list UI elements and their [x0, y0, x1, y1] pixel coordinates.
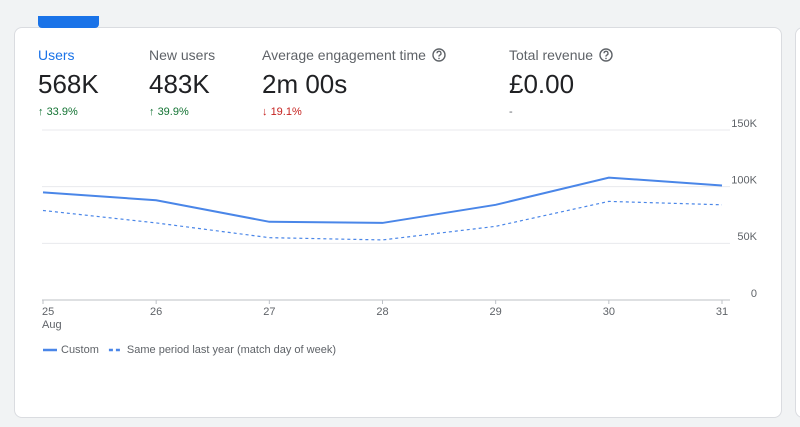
- metric-change: ↑ 33.9%: [38, 106, 99, 118]
- metric-change: -: [509, 106, 613, 118]
- change-arrow: ↑: [149, 106, 158, 118]
- metric-label: Average engagement time: [262, 46, 446, 64]
- x-tick-label: 25: [42, 306, 54, 318]
- x-tick-label: 27: [263, 306, 275, 318]
- y-tick-label: 150K: [731, 118, 757, 130]
- metric-value: 568K: [38, 69, 99, 99]
- change-value: 33.9%: [46, 106, 78, 118]
- metric[interactable]: New users 483K ↑ 39.9%: [149, 46, 215, 118]
- card: [14, 27, 782, 418]
- metric[interactable]: Average engagement time 2m 00s ↓ 19.1%: [262, 46, 446, 118]
- help-icon[interactable]: [432, 48, 446, 62]
- selected-tab: [38, 16, 99, 28]
- x-tick-label: 29: [490, 306, 502, 318]
- metric-label-text: Total revenue: [509, 47, 594, 63]
- metric-value: £0.00: [509, 69, 575, 99]
- metric-change: ↑ 39.9%: [149, 106, 215, 118]
- metric-label: New users: [149, 46, 215, 64]
- x-tick-label: 30: [603, 306, 615, 318]
- metric-value: 2m 00s: [262, 69, 348, 99]
- metric-label: Total revenue: [509, 46, 613, 64]
- x-tick-label: 26: [150, 306, 162, 318]
- change-arrow: ↓: [262, 106, 271, 118]
- legend-label[interactable]: Custom: [61, 344, 99, 356]
- change-value: -: [509, 106, 513, 118]
- x-month-label: Aug: [42, 319, 62, 331]
- change-value: 19.1%: [270, 106, 302, 118]
- series-line: [42, 200, 723, 241]
- metric-label-text: Average engagement time: [262, 47, 426, 63]
- y-tick-label: 50K: [737, 231, 757, 243]
- x-tick-label: 28: [376, 306, 388, 318]
- metric[interactable]: Users 568K ↑ 33.9%: [38, 46, 99, 118]
- metric-label: Users: [38, 46, 99, 64]
- series-line: [42, 176, 723, 224]
- change-arrow: ↑: [38, 106, 47, 118]
- y-tick-label: 0: [751, 288, 757, 300]
- legend-label[interactable]: Same period last year (match day of week…: [127, 344, 336, 356]
- metric-change: ↓ 19.1%: [262, 106, 446, 118]
- metric[interactable]: Total revenue £0.00 -: [509, 46, 613, 118]
- change-value: 39.9%: [157, 106, 189, 118]
- metric-label-text: New users: [149, 47, 216, 63]
- metric-value: 483K: [149, 69, 210, 99]
- x-tick-label: 31: [716, 306, 728, 318]
- help-icon[interactable]: [599, 48, 613, 62]
- metric-label-text: Users: [38, 47, 75, 63]
- y-tick-label: 100K: [731, 175, 757, 187]
